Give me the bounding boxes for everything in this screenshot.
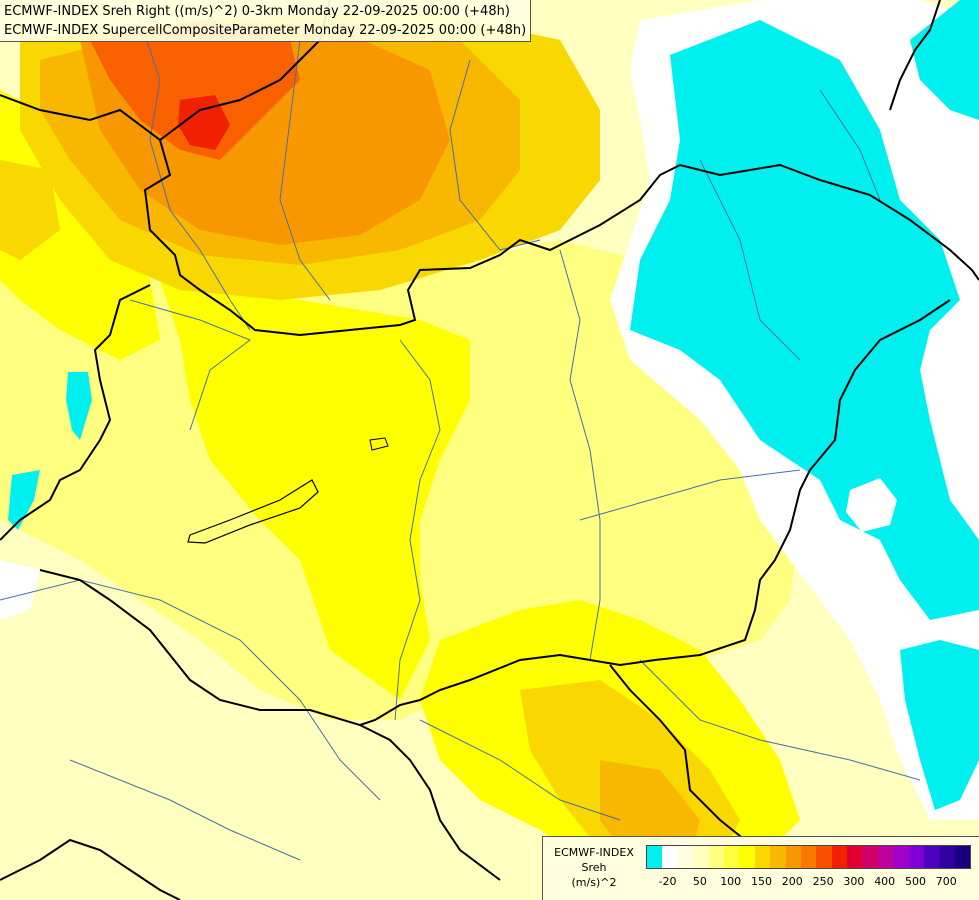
river-1 bbox=[139, 19, 251, 331]
field-white-hole-east bbox=[846, 478, 897, 532]
legend-swatch bbox=[862, 846, 878, 868]
legend-box: ECMWF-INDEX Sreh (m/s)^2 -20 50 100 150 200 2… bbox=[542, 836, 979, 900]
legend-swatch bbox=[770, 846, 786, 868]
legend-swatch bbox=[754, 846, 771, 868]
title-line-2: ECMWF-INDEX SupercellCompositeParameter … bbox=[4, 23, 527, 38]
legend-swatch bbox=[677, 846, 694, 868]
lake-outline bbox=[187, 479, 319, 544]
legend-unit: (m/s)^2 bbox=[571, 876, 617, 889]
border-north bbox=[0, 94, 979, 337]
river-5 bbox=[559, 249, 601, 661]
legend-source: ECMWF-INDEX bbox=[554, 846, 634, 859]
legend-swatch bbox=[847, 846, 863, 868]
legend-swatch bbox=[662, 846, 678, 868]
river-3 bbox=[449, 59, 541, 251]
river-12 bbox=[819, 89, 881, 201]
legend-tick: 50 bbox=[692, 875, 707, 888]
border-southeast bbox=[609, 664, 746, 841]
legend-tick: 100 bbox=[720, 875, 742, 888]
legend-swatch bbox=[893, 846, 909, 868]
lake-small bbox=[369, 437, 389, 451]
field-cyan-west-small bbox=[8, 470, 40, 530]
legend-swatch bbox=[816, 846, 832, 868]
legend-tick: 400 bbox=[874, 875, 896, 888]
border-southwest bbox=[39, 569, 501, 881]
river-9 bbox=[419, 719, 621, 821]
legend-tick: -20 bbox=[658, 875, 677, 888]
field-cyan-southeast bbox=[900, 640, 979, 810]
field-cyan-east bbox=[630, 20, 979, 620]
legend-swatch bbox=[908, 846, 925, 868]
legend-swatch bbox=[939, 846, 955, 868]
river-13 bbox=[69, 759, 301, 861]
field-red-core bbox=[178, 95, 230, 150]
legend-swatch bbox=[924, 846, 940, 868]
map-title-box: ECMWF-INDEX Sreh Right ((m/s)^2) 0-3km M… bbox=[0, 0, 532, 42]
legend-tick: 700 bbox=[935, 875, 957, 888]
border-west bbox=[0, 284, 151, 541]
river-11 bbox=[699, 159, 801, 361]
border-east-north bbox=[889, 0, 941, 111]
legend-tick: 200 bbox=[781, 875, 803, 888]
field-yellow-center bbox=[160, 280, 470, 700]
field-white-west-fleck bbox=[0, 560, 40, 620]
border-south-west-low bbox=[0, 838, 181, 900]
legend-tick-labels: -20 50 100 150 200 250 300 400 500 700 bbox=[646, 875, 966, 891]
title-line-1: ECMWF-INDEX Sreh Right ((m/s)^2) 0-3km M… bbox=[4, 4, 510, 19]
river-4 bbox=[394, 339, 441, 721]
field-cyan-west-strip bbox=[66, 372, 92, 440]
legend-swatch bbox=[877, 846, 894, 868]
legend-swatch bbox=[647, 846, 663, 868]
border-east bbox=[359, 299, 951, 726]
field-red-orange-north bbox=[90, 20, 300, 160]
legend-swatch bbox=[723, 846, 740, 868]
legend-swatch bbox=[693, 846, 709, 868]
legend-swatch bbox=[954, 846, 971, 868]
river-6 bbox=[579, 469, 801, 521]
field-orange-south bbox=[600, 760, 700, 860]
legend-tick: 300 bbox=[843, 875, 865, 888]
legend-tick: 500 bbox=[905, 875, 926, 888]
legend-parameter: Sreh bbox=[581, 861, 607, 874]
river-2 bbox=[279, 39, 331, 301]
legend-swatch bbox=[831, 846, 848, 868]
legend-tick: 250 bbox=[812, 875, 834, 888]
field-cyan-northeast bbox=[910, 0, 979, 120]
legend-color-scale bbox=[646, 845, 972, 869]
river-7 bbox=[129, 299, 252, 431]
river-10 bbox=[639, 659, 921, 781]
field-gold-west-blob bbox=[0, 160, 60, 260]
legend-swatch bbox=[739, 846, 755, 868]
legend-swatch bbox=[800, 846, 817, 868]
legend-swatch bbox=[708, 846, 724, 868]
legend-swatch bbox=[785, 846, 801, 868]
legend-label: ECMWF-INDEX Sreh (m/s)^2 bbox=[549, 845, 639, 890]
legend-tick: 150 bbox=[751, 875, 772, 888]
